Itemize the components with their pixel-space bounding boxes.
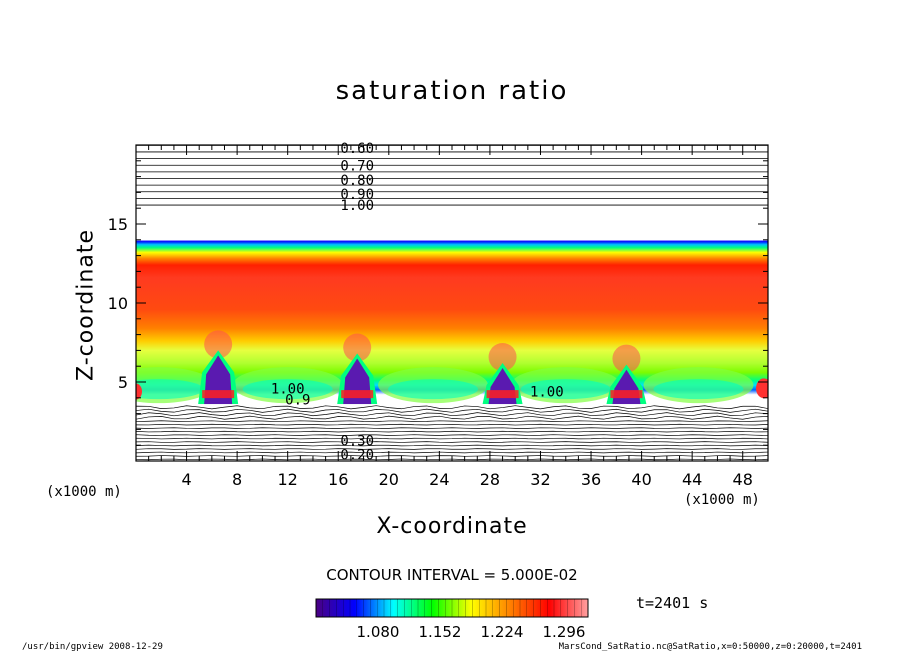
contour-line xyxy=(136,430,768,433)
contour-label: 1.00 xyxy=(340,198,374,214)
field-bulge xyxy=(388,379,479,400)
contour-label: 0.90 xyxy=(340,187,374,203)
contour-line xyxy=(136,441,768,443)
contour-line xyxy=(136,420,768,422)
x-tick-label: 32 xyxy=(530,470,550,489)
plume-base xyxy=(610,390,643,399)
y-tick-label: 15 xyxy=(108,215,128,234)
y-axis-unit: (x1000 m) xyxy=(46,484,122,500)
x-tick-label: 12 xyxy=(278,470,298,489)
plume-base xyxy=(202,390,235,399)
plume-halo xyxy=(488,343,517,372)
x-tick-label: 36 xyxy=(581,470,601,489)
contour-label: 0.30 xyxy=(340,433,374,449)
y-tick-label: 5 xyxy=(118,373,128,392)
x-tick-label: 28 xyxy=(480,470,500,489)
contour-line xyxy=(136,451,768,454)
contour-label: 0.9 xyxy=(285,392,310,408)
contour-line xyxy=(136,427,768,429)
x-tick-label: 8 xyxy=(232,470,242,489)
x-axis-title: X-coordinate xyxy=(376,514,528,539)
time-label: t=2401 s xyxy=(636,594,709,612)
contour-label: 1.00 xyxy=(271,381,305,397)
field-bulge xyxy=(653,379,744,400)
contour-label: 0.60 xyxy=(340,141,374,157)
field-bulge xyxy=(520,379,611,400)
colorbar-tick-label: 1.224 xyxy=(481,623,524,641)
contour-line xyxy=(136,455,768,457)
contour-line xyxy=(136,423,768,426)
contour-label: 0.20 xyxy=(340,448,374,464)
footer-left: /usr/bin/gpview 2008-12-29 xyxy=(22,642,163,652)
x-tick-label: 44 xyxy=(682,470,702,489)
edge-plume xyxy=(756,378,768,399)
plume-halo xyxy=(204,330,233,359)
field-bulge xyxy=(242,379,333,400)
contour-line xyxy=(136,448,768,450)
x-tick-label: 24 xyxy=(429,470,449,489)
contour-line xyxy=(136,458,768,461)
contour-line xyxy=(136,444,768,447)
plume-halo xyxy=(343,333,372,362)
x-tick-label: 16 xyxy=(328,470,348,489)
contour-interval-label: CONTOUR INTERVAL = 5.000E-02 xyxy=(326,566,578,584)
contour-line xyxy=(136,412,768,417)
edge-plume xyxy=(136,383,142,400)
contour-line xyxy=(136,434,768,436)
x-axis-unit: (x1000 m) xyxy=(684,492,760,508)
contour-line xyxy=(136,408,768,413)
chart-title: saturation ratio xyxy=(335,76,569,106)
plume-base xyxy=(341,390,374,399)
x-tick-label: 20 xyxy=(379,470,399,489)
x-tick-label: 40 xyxy=(631,470,651,489)
contour-label: 0.80 xyxy=(340,173,374,189)
contour-label: 1.00 xyxy=(530,384,564,400)
colorbar-tick-label: 1.080 xyxy=(357,623,400,641)
x-tick-label: 48 xyxy=(733,470,753,489)
y-tick-label: 10 xyxy=(108,294,128,313)
contour-line xyxy=(136,405,768,410)
colorbar-tick-label: 1.152 xyxy=(419,623,462,641)
colorbar-tick-label: 1.296 xyxy=(543,623,586,641)
contour-line xyxy=(136,437,768,440)
contour-line xyxy=(136,415,768,420)
field-bulge xyxy=(136,379,204,400)
plume-base xyxy=(486,390,519,399)
footer-right: MarsCond_SatRatio.nc@SatRatio,x=0:50000,… xyxy=(558,642,862,652)
saturation-field xyxy=(136,145,768,461)
plume-halo xyxy=(612,344,641,373)
x-tick-label: 4 xyxy=(181,470,191,489)
contour-label: 0.70 xyxy=(340,159,374,175)
